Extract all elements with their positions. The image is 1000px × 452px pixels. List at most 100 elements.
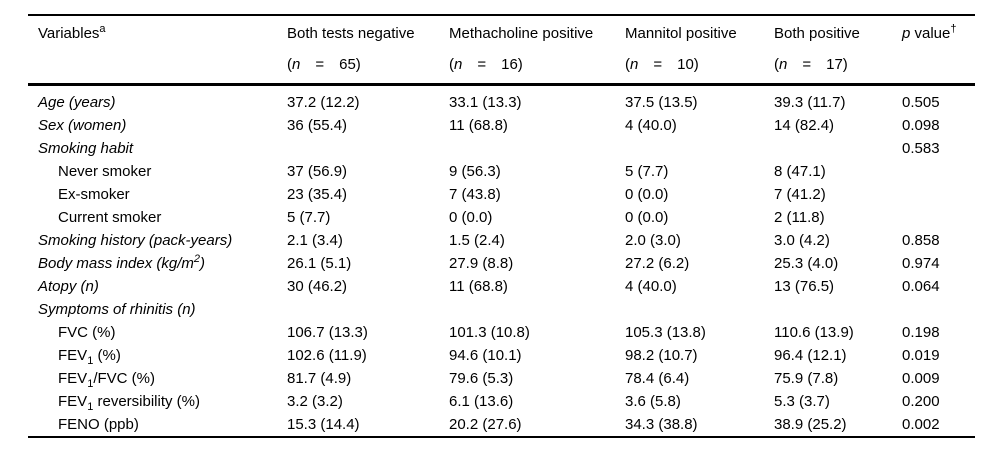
p-value-cell <box>902 298 975 321</box>
value-cell: 0 (0.0) <box>449 209 493 226</box>
row-label-feno: FENO (ppb) <box>58 416 139 433</box>
value-cell: 34.3 (38.8) <box>625 416 698 433</box>
p-value-cell: 0.974 <box>902 255 940 272</box>
column-header-1: Both tests negative (n = 65) <box>287 15 449 86</box>
value-cell: 38.9 (25.2) <box>774 416 847 433</box>
column-header-3: Mannitol positive (n = 10) <box>625 15 774 86</box>
table-row-fev1: FEV1 (%) 102.6 (11.9) 94.6 (10.1) 98.2 (10.… <box>28 344 975 367</box>
value-cell: 25.3 (4.0) <box>774 255 839 272</box>
column-header-n-count: (n = 16) <box>449 56 523 73</box>
row-label-age: Age (years) <box>38 94 116 111</box>
value-cell <box>287 298 449 321</box>
value-cell: 9 (56.3) <box>449 163 501 180</box>
value-cell: 13 (76.5) <box>774 278 835 295</box>
table-row-sex-women: Sex (women) 36 (55.4) 11 (68.8) 4 (40.0) 14 … <box>28 114 975 137</box>
value-cell <box>774 298 902 321</box>
table-row-never-smoker: Never smoker 37 (56.9) 9 (56.3) 5 (7.7) 8 (4… <box>28 160 975 183</box>
table-header: Variablesa Both tests negative (n = 65) Met… <box>28 15 975 86</box>
row-label-fvc: FVC (%) <box>58 324 116 341</box>
value-cell: 0 (0.0) <box>625 186 669 203</box>
p-value-cell: 0.200 <box>902 393 940 410</box>
value-cell: 110.6 (13.9) <box>774 324 854 341</box>
value-cell: 0 (0.0) <box>625 209 669 226</box>
value-cell: 98.2 (10.7) <box>625 347 698 364</box>
value-cell: 3.2 (3.2) <box>287 393 343 410</box>
value-cell: 106.7 (13.3) <box>287 324 368 341</box>
row-label-fev1-reversibility: FEV1 reversibility (%) <box>58 393 200 413</box>
column-header-title: Variablesa <box>38 23 106 43</box>
table-row-smoking-history: Smoking history (pack-years) 2.1 (3.4) 1.5… <box>28 229 975 252</box>
table-row-fvc: FVC (%) 106.7 (13.3) 101.3 (10.8) 105.3 (13… <box>28 321 975 344</box>
row-label-smoking-history: Smoking history (pack-years) <box>38 232 233 249</box>
value-cell <box>449 298 625 321</box>
p-value-cell: 0.858 <box>902 232 940 249</box>
value-cell: 37.2 (12.2) <box>287 94 360 111</box>
header-row: Variablesa Both tests negative (n = 65) Met… <box>28 15 975 86</box>
value-cell: 5 (7.7) <box>287 209 331 226</box>
column-header-4: Both positive (n = 17) <box>774 15 902 86</box>
value-cell: 4 (40.0) <box>625 117 677 134</box>
table-row-atopy: Atopy (n) 30 (46.2) 11 (68.8) 4 (40.0) 13 (7… <box>28 275 975 298</box>
value-cell: 23 (35.4) <box>287 186 348 203</box>
value-cell: 1.5 (2.4) <box>449 232 505 249</box>
column-header-n-count: (n = 65) <box>287 56 361 73</box>
value-cell: 5 (7.7) <box>625 163 669 180</box>
p-value-cell: 0.098 <box>902 117 940 134</box>
row-label-current-smoker: Current smoker <box>58 209 162 226</box>
value-cell: 7 (41.2) <box>774 186 826 203</box>
value-cell <box>774 137 902 160</box>
row-label-fev1: FEV1 (%) <box>58 347 121 367</box>
p-value-cell <box>902 160 975 183</box>
value-cell: 3.0 (4.2) <box>774 232 830 249</box>
row-label-smoking-habit: Smoking habit <box>38 140 134 157</box>
value-cell: 37.5 (13.5) <box>625 94 698 111</box>
column-header-0: Variablesa <box>28 15 287 86</box>
p-value-cell: 0.009 <box>902 370 940 387</box>
p-value-cell: 0.505 <box>902 94 940 111</box>
results-table: Variablesa Both tests negative (n = 65) Met… <box>28 14 975 438</box>
column-header-n-count: (n = 17) <box>774 56 848 73</box>
row-label-never-smoker: Never smoker <box>58 163 152 180</box>
value-cell: 15.3 (14.4) <box>287 416 360 433</box>
column-header-2: Methacholine positive (n = 16) <box>449 15 625 86</box>
value-cell: 30 (46.2) <box>287 278 348 295</box>
value-cell: 11 (68.8) <box>449 117 508 134</box>
value-cell: 3.6 (5.8) <box>625 393 681 410</box>
table-row-feno: FENO (ppb) 15.3 (14.4) 20.2 (27.6) 34.3 (38… <box>28 413 975 437</box>
column-header-n-count: (n = 10) <box>625 56 699 73</box>
value-cell: 33.1 (13.3) <box>449 94 522 111</box>
value-cell <box>287 137 449 160</box>
table-row-fev1-fvc: FEV1/FVC (%) 81.7 (4.9) 79.6 (5.3) 78.4 (6.… <box>28 367 975 390</box>
value-cell: 26.1 (5.1) <box>287 255 352 272</box>
table-row-fev1-reversibility: FEV1 reversibility (%) 3.2 (3.2) 6.1 (13.6… <box>28 390 975 413</box>
value-cell: 6.1 (13.6) <box>449 393 514 410</box>
value-cell: 101.3 (10.8) <box>449 324 530 341</box>
p-value-cell: 0.002 <box>902 416 940 433</box>
value-cell: 75.9 (7.8) <box>774 370 839 387</box>
p-value-cell: 0.198 <box>902 324 940 341</box>
p-value-cell: 0.019 <box>902 347 940 364</box>
table-row-ex-smoker: Ex-smoker 23 (35.4) 7 (43.8) 0 (0.0) 7 (41.2… <box>28 183 975 206</box>
p-value-cell: 0.064 <box>902 278 940 295</box>
row-label-body-mass-index: Body mass index (kg/m2) <box>38 253 206 273</box>
value-cell: 8 (47.1) <box>774 163 826 180</box>
value-cell: 39.3 (11.7) <box>774 94 846 111</box>
value-cell: 11 (68.8) <box>449 278 508 295</box>
row-label-sex-women: Sex (women) <box>38 117 127 134</box>
table-body: Age (years) 37.2 (12.2) 33.1 (13.3) 37.5 (1… <box>28 85 975 438</box>
column-header-title: Methacholine positive <box>449 25 594 42</box>
value-cell: 2 (11.8) <box>774 209 825 226</box>
value-cell: 4 (40.0) <box>625 278 677 295</box>
value-cell: 2.1 (3.4) <box>287 232 343 249</box>
value-cell: 78.4 (6.4) <box>625 370 690 387</box>
table-row-symptoms-rhinitis: Symptoms of rhinitis (n) <box>28 298 975 321</box>
column-header-title: Both positive <box>774 25 860 42</box>
column-header-title: Mannitol positive <box>625 25 737 42</box>
value-cell: 20.2 (27.6) <box>449 416 522 433</box>
p-value-cell <box>902 206 975 229</box>
row-label-symptoms-rhinitis: Symptoms of rhinitis (n) <box>38 301 196 318</box>
value-cell: 79.6 (5.3) <box>449 370 514 387</box>
row-label-fev1-fvc: FEV1/FVC (%) <box>58 370 155 390</box>
table-row-current-smoker: Current smoker 5 (7.7) 0 (0.0) 0 (0.0) 2 (11… <box>28 206 975 229</box>
